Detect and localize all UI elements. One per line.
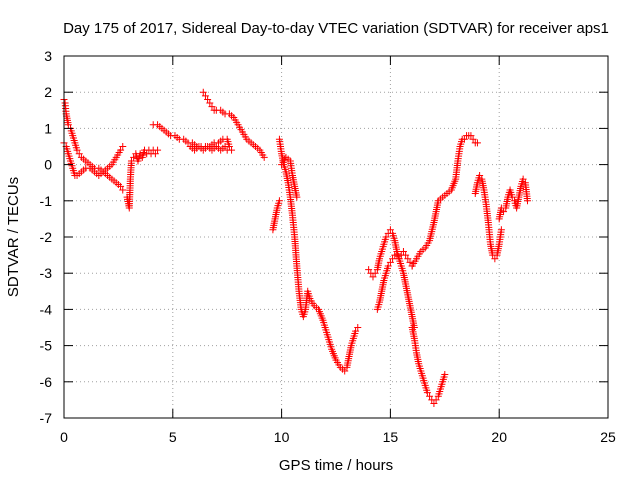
data-point bbox=[476, 171, 484, 179]
data-point bbox=[119, 143, 127, 150]
data-point bbox=[365, 266, 373, 274]
data-point bbox=[208, 103, 216, 111]
y-tick-label: 2 bbox=[44, 84, 52, 100]
y-axis-label: SDTVAR / TECUs bbox=[5, 177, 22, 297]
x-tick-label: 5 bbox=[169, 429, 177, 445]
data-point bbox=[206, 99, 214, 107]
data-point bbox=[497, 226, 505, 234]
data-point bbox=[371, 269, 379, 277]
data-point bbox=[352, 327, 360, 335]
data-point bbox=[423, 389, 431, 397]
grid-lines bbox=[64, 56, 608, 418]
data-point bbox=[386, 258, 394, 266]
y-tick-label: -5 bbox=[40, 338, 53, 354]
data-point bbox=[432, 396, 440, 404]
data-point bbox=[130, 153, 138, 161]
data-point bbox=[389, 255, 397, 263]
data-point bbox=[75, 150, 83, 158]
data-point bbox=[275, 197, 283, 205]
y-tick-label: 0 bbox=[44, 157, 52, 173]
data-point bbox=[136, 150, 144, 158]
data-point bbox=[369, 273, 377, 281]
data-point bbox=[354, 324, 362, 331]
data-point bbox=[199, 88, 207, 96]
chart-title: Day 175 of 2017, Sidereal Day-to-day VTE… bbox=[63, 20, 609, 37]
data-point bbox=[73, 146, 81, 154]
x-tick-label: 10 bbox=[274, 429, 290, 445]
data-point bbox=[260, 153, 268, 161]
data-point bbox=[430, 400, 438, 408]
data-point bbox=[127, 157, 135, 165]
x-axis-label: GPS time / hours bbox=[279, 457, 393, 474]
y-tick-label: -3 bbox=[40, 265, 53, 281]
data-point bbox=[221, 143, 229, 150]
data-point bbox=[64, 121, 72, 129]
data-point bbox=[119, 186, 127, 194]
data-point bbox=[386, 226, 394, 234]
data-point bbox=[523, 197, 531, 205]
data-point bbox=[460, 135, 468, 143]
data-point bbox=[467, 132, 475, 140]
axis-ticks: -7 -6 -5 -4 -3 -2 -1 0 1 2 3 0 5 10 15 20 25 bbox=[40, 48, 616, 445]
data-point bbox=[223, 146, 231, 154]
data-point bbox=[402, 251, 410, 259]
data-point bbox=[519, 175, 527, 183]
data-point bbox=[469, 135, 477, 143]
y-tick-label: -2 bbox=[40, 229, 53, 245]
data-point bbox=[382, 233, 390, 241]
data-point bbox=[293, 193, 301, 201]
x-tick-label: 0 bbox=[60, 429, 68, 445]
x-tick-label: 20 bbox=[491, 429, 507, 445]
data-point bbox=[395, 255, 403, 263]
data-point bbox=[399, 247, 407, 255]
y-tick-label: -6 bbox=[40, 374, 53, 390]
y-tick-label: -1 bbox=[40, 193, 53, 209]
data-point bbox=[441, 371, 449, 379]
data-point bbox=[508, 193, 516, 201]
data-point bbox=[491, 255, 499, 263]
data-point bbox=[426, 392, 434, 400]
data-point bbox=[204, 95, 212, 103]
data-point bbox=[151, 150, 159, 158]
data-point bbox=[154, 146, 162, 154]
data-point bbox=[117, 146, 125, 154]
data-point bbox=[500, 208, 508, 216]
y-tick-label: 1 bbox=[44, 120, 52, 136]
x-tick-label: 15 bbox=[383, 429, 399, 445]
data-point bbox=[384, 262, 392, 270]
data-point bbox=[201, 92, 209, 100]
data-point bbox=[341, 367, 349, 375]
data-point bbox=[406, 258, 414, 266]
data-point bbox=[117, 182, 125, 190]
data-point bbox=[473, 139, 481, 147]
x-tick-label: 25 bbox=[600, 429, 616, 445]
data-point bbox=[404, 255, 412, 263]
y-tick-label: -7 bbox=[40, 410, 53, 426]
y-tick-label: -4 bbox=[40, 301, 53, 317]
y-tick-label: 3 bbox=[44, 48, 52, 64]
data-marks bbox=[60, 88, 531, 408]
